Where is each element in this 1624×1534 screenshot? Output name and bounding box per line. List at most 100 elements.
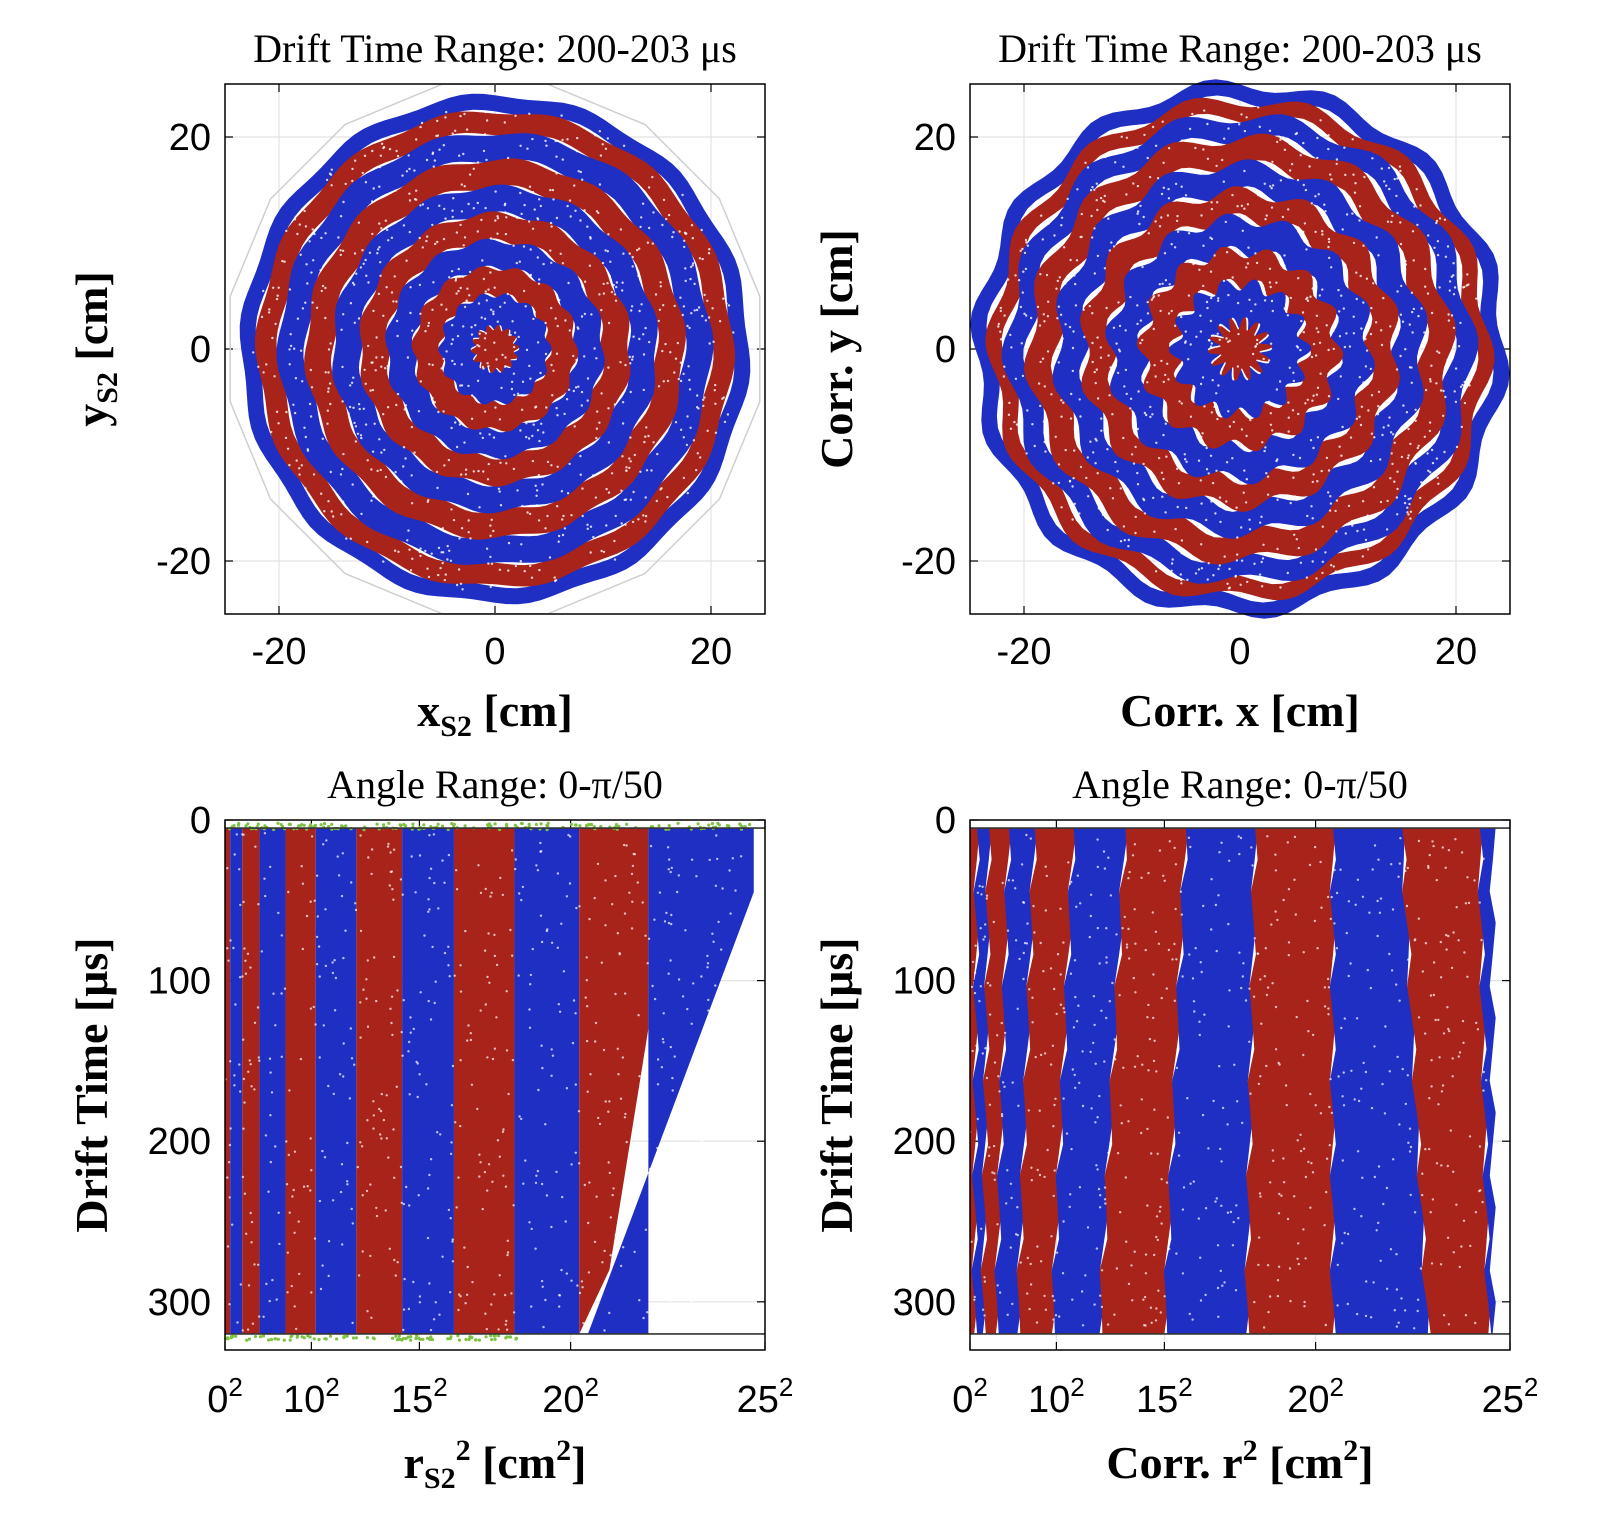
scatter-point bbox=[353, 1063, 356, 1066]
scatter-point bbox=[573, 425, 576, 428]
scatter-point bbox=[1303, 222, 1307, 225]
scatter-point bbox=[1316, 136, 1319, 140]
scatter-point bbox=[289, 344, 293, 348]
scatter-point bbox=[1175, 1066, 1179, 1070]
scatter-point bbox=[1236, 205, 1239, 208]
scatter-point bbox=[550, 306, 553, 310]
scatter-point bbox=[1254, 252, 1257, 255]
scatter-point bbox=[692, 439, 696, 442]
scatter-point bbox=[1345, 332, 1348, 335]
scatter-point bbox=[1299, 348, 1302, 352]
scatter-point bbox=[274, 322, 277, 326]
scatter-point bbox=[999, 309, 1002, 313]
scatter-point bbox=[467, 1024, 470, 1027]
scatter-point bbox=[1095, 1247, 1099, 1250]
scatter-point bbox=[1168, 840, 1172, 843]
scatter-point bbox=[1142, 1298, 1145, 1301]
scatter-point bbox=[1124, 329, 1127, 332]
scatter-point bbox=[1293, 533, 1296, 536]
scatter-point bbox=[1388, 1070, 1392, 1073]
scatter-point bbox=[1040, 214, 1043, 217]
scatter-point bbox=[1407, 958, 1410, 961]
scatter-point bbox=[490, 1303, 493, 1306]
scatter-point bbox=[229, 1060, 232, 1063]
scatter-point bbox=[647, 186, 651, 189]
scatter-point bbox=[293, 1231, 296, 1235]
x-axis-label: Corr. x [cm] bbox=[1120, 685, 1360, 736]
scatter-point bbox=[706, 954, 709, 958]
scatter-point bbox=[1103, 194, 1107, 198]
scatter-point bbox=[1174, 863, 1178, 866]
scatter-point bbox=[289, 333, 292, 336]
scatter-point bbox=[1160, 192, 1164, 196]
scatter-point-edge bbox=[614, 823, 619, 827]
scatter-point bbox=[1223, 137, 1226, 140]
scatter-point bbox=[1339, 868, 1342, 871]
scatter-point bbox=[354, 425, 358, 428]
scatter-point bbox=[1335, 158, 1339, 161]
scatter-point bbox=[1118, 324, 1122, 328]
scatter-point bbox=[302, 1185, 306, 1188]
scatter-point bbox=[536, 1169, 540, 1173]
scatter-point bbox=[1386, 220, 1390, 223]
scatter-point bbox=[1417, 1016, 1421, 1019]
scatter-point bbox=[1410, 381, 1414, 384]
scatter-point bbox=[366, 1310, 369, 1313]
scatter-point bbox=[693, 309, 696, 312]
scatter-point bbox=[1149, 1306, 1153, 1309]
scatter-point bbox=[1163, 879, 1166, 882]
scatter-point bbox=[976, 891, 980, 894]
scatter-point bbox=[327, 1274, 330, 1278]
scatter-point bbox=[408, 167, 411, 171]
scatter-point bbox=[534, 1181, 538, 1185]
scatter-point bbox=[1051, 1044, 1055, 1048]
scatter-point bbox=[317, 945, 321, 948]
scatter-point bbox=[1192, 1000, 1196, 1003]
scatter-point bbox=[1136, 483, 1140, 486]
scatter-point bbox=[639, 470, 642, 473]
scatter-point bbox=[451, 209, 454, 212]
scatter-point bbox=[546, 460, 550, 464]
scatter-point bbox=[527, 220, 531, 223]
scatter-point bbox=[1060, 216, 1064, 219]
scatter-point bbox=[489, 534, 492, 537]
scatter-point bbox=[410, 474, 413, 477]
scatter-point bbox=[238, 976, 242, 979]
scatter-point bbox=[1226, 340, 1230, 343]
scatter-point bbox=[241, 1329, 244, 1332]
scatter-point bbox=[533, 310, 536, 314]
scatter-point bbox=[439, 566, 442, 570]
scatter-point bbox=[1068, 480, 1072, 483]
scatter-point bbox=[1364, 1070, 1368, 1074]
scatter-point bbox=[1219, 1269, 1223, 1273]
scatter-point bbox=[1241, 1121, 1244, 1125]
scatter-point bbox=[1103, 200, 1106, 203]
scatter-point bbox=[1215, 949, 1218, 953]
scatter-point bbox=[1043, 440, 1046, 444]
scatter-point bbox=[506, 1239, 509, 1243]
scatter-point bbox=[443, 207, 446, 211]
scatter-point bbox=[488, 981, 491, 984]
scatter-point bbox=[350, 881, 353, 884]
scatter-point bbox=[1038, 1109, 1041, 1112]
scatter-point bbox=[1041, 357, 1045, 360]
scatter-point bbox=[1297, 1242, 1300, 1245]
scatter-point bbox=[717, 1322, 721, 1326]
scatter-point bbox=[1371, 868, 1374, 871]
scatter-point bbox=[1424, 285, 1427, 288]
scatter-point bbox=[989, 984, 992, 987]
scatter-point bbox=[555, 216, 559, 220]
scatter-point bbox=[623, 1116, 627, 1119]
scatter-point bbox=[451, 1064, 455, 1068]
scatter-point bbox=[1141, 265, 1144, 269]
scatter-point bbox=[1098, 1206, 1102, 1209]
scatter-point bbox=[707, 998, 710, 1002]
scatter-point bbox=[309, 368, 312, 372]
detector-outline bbox=[229, 83, 761, 615]
scatter-point bbox=[1416, 223, 1419, 227]
scatter-point bbox=[1007, 413, 1011, 416]
scatter-point bbox=[450, 342, 453, 346]
scatter-point bbox=[1106, 528, 1109, 532]
scatter-point bbox=[486, 362, 489, 365]
scatter-point bbox=[1064, 282, 1067, 285]
